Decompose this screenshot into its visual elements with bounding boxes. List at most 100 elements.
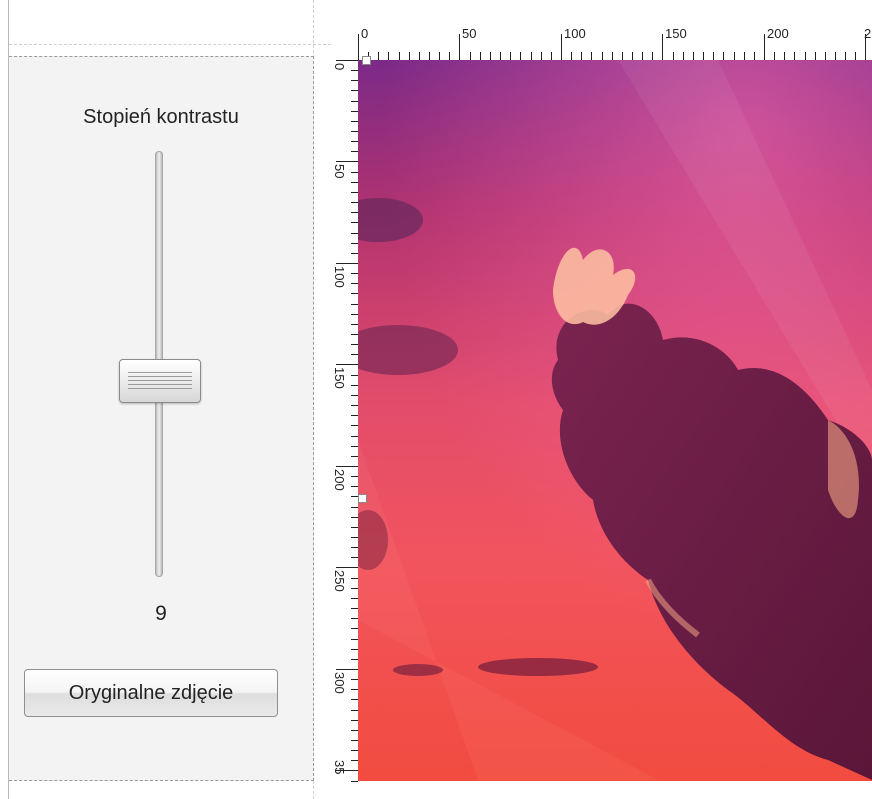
ruler-tick	[351, 608, 358, 609]
ruler-tick	[351, 293, 358, 294]
ruler-tick	[351, 314, 358, 315]
ruler-tick	[351, 283, 358, 284]
ruler-tick	[351, 588, 358, 589]
ruler-label: 150	[332, 367, 347, 389]
ruler-tick	[351, 476, 358, 477]
ruler-tick	[622, 52, 623, 60]
ruler-tick	[351, 233, 358, 234]
ruler-tick	[713, 52, 714, 60]
ruler-tick	[744, 52, 745, 60]
ruler-tick	[351, 720, 358, 721]
ruler-tick	[351, 486, 358, 487]
ruler-tick	[409, 52, 410, 60]
image-canvas[interactable]	[358, 60, 872, 781]
ruler-label: 0	[361, 26, 369, 41]
ruler-tick	[774, 52, 775, 60]
ruler-tick	[351, 375, 358, 376]
ruler-tick	[835, 52, 836, 60]
ruler-tick	[351, 243, 358, 244]
ruler-tick	[351, 496, 358, 497]
ruler-tick	[351, 273, 358, 274]
ruler-label: 100	[564, 26, 586, 41]
ruler-tick	[794, 52, 795, 60]
ruler-label: 2	[864, 26, 872, 41]
ruler-tick	[351, 547, 358, 548]
ruler-label: 200	[767, 26, 789, 41]
ruler-tick	[764, 34, 765, 60]
contrast-panel: Stopień kontrastu 9 Oryginalne zdjęcie	[9, 56, 314, 781]
ruler-tick	[351, 517, 358, 518]
ruler-tick	[734, 52, 735, 60]
ruler-tick	[531, 52, 532, 60]
ruler-tick	[351, 456, 358, 457]
ruler-label: 0	[332, 63, 347, 71]
ruler-tick	[351, 649, 358, 650]
ruler-tick	[351, 730, 358, 731]
ruler-tick	[351, 598, 358, 599]
ruler-tick	[591, 52, 592, 60]
ruler-tick	[351, 750, 358, 751]
ruler-tick	[351, 507, 358, 508]
ruler-tick	[399, 52, 400, 60]
ruler-tick	[351, 90, 358, 91]
slider-thumb-icon[interactable]	[119, 359, 201, 403]
window-left-border	[8, 0, 9, 799]
panel-top-guide	[9, 44, 331, 45]
vertical-ruler: 0 50 100 150 200 250 300 35	[330, 60, 359, 782]
ruler-tick	[805, 52, 806, 60]
ruler-tick	[336, 770, 358, 771]
ruler-tick	[351, 222, 358, 223]
ruler-tick	[351, 659, 358, 660]
ruler-tick	[351, 628, 358, 629]
ruler-tick	[520, 52, 521, 60]
ruler-tick	[351, 740, 358, 741]
ruler-tick	[723, 52, 724, 60]
ruler-tick	[510, 52, 511, 60]
ruler-tick	[336, 263, 358, 264]
ruler-tick	[351, 131, 358, 132]
ruler-tick	[551, 52, 552, 60]
horizontal-ruler: 0 50 100 150 200 2	[358, 26, 872, 61]
ruler-tick	[351, 578, 358, 579]
ruler-tick	[642, 52, 643, 60]
ruler-tick	[602, 52, 603, 60]
ruler-tick	[351, 385, 358, 386]
ruler-tick	[351, 121, 358, 122]
ruler-tick	[754, 52, 755, 60]
ruler-tick	[439, 52, 440, 60]
ruler-tick	[662, 34, 663, 60]
ruler-tick	[336, 466, 358, 467]
ruler-tick	[673, 52, 674, 60]
ruler-tick	[351, 415, 358, 416]
ruler-tick	[429, 52, 430, 60]
ruler-tick	[693, 52, 694, 60]
ruler-label: 250	[332, 570, 347, 592]
ruler-tick	[336, 669, 358, 670]
ruler-label: 100	[332, 266, 347, 288]
ruler-tick	[351, 760, 358, 761]
selection-handle-icon[interactable]	[362, 56, 371, 65]
ruler-label: 35	[332, 760, 347, 775]
ruler-tick	[336, 364, 358, 365]
ruler-tick	[845, 52, 846, 60]
original-photo-button[interactable]: Oryginalne zdjęcie	[24, 669, 278, 717]
ruler-tick	[351, 202, 358, 203]
ruler-tick	[351, 436, 358, 437]
ruler-tick	[581, 52, 582, 60]
ruler-tick	[351, 639, 358, 640]
ruler-tick	[351, 405, 358, 406]
ruler-tick	[351, 354, 358, 355]
ruler-tick	[351, 679, 358, 680]
contrast-label: Stopień kontrastu	[83, 106, 239, 128]
ruler-tick	[541, 52, 542, 60]
ruler-tick	[865, 34, 866, 60]
ruler-tick	[336, 161, 358, 162]
ruler-label: 150	[665, 26, 687, 41]
ruler-tick	[351, 80, 358, 81]
selection-handle-icon[interactable]	[358, 494, 367, 503]
ruler-tick	[500, 52, 501, 60]
ruler-tick	[351, 151, 358, 152]
ruler-tick	[351, 425, 358, 426]
ruler-tick	[459, 34, 460, 60]
ruler-tick	[351, 182, 358, 183]
